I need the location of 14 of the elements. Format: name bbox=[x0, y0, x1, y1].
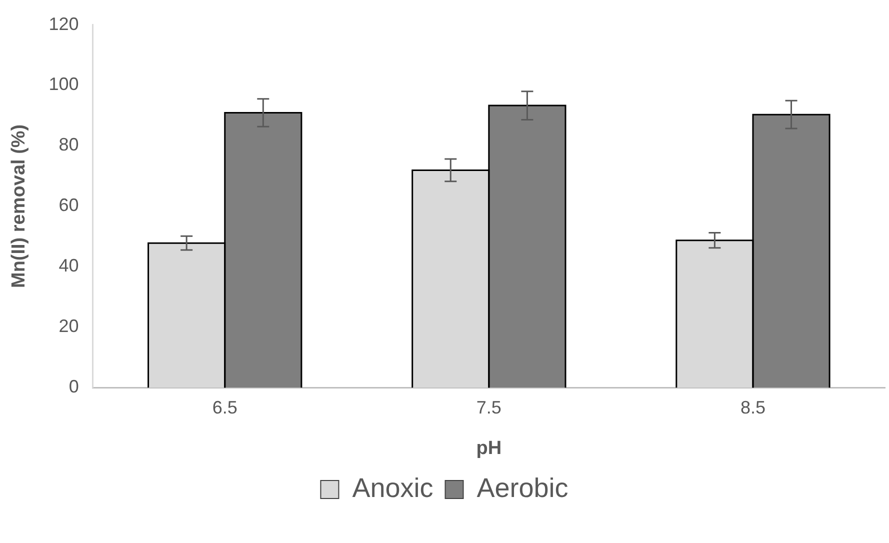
x-tick-label: 6.5 bbox=[212, 397, 238, 418]
y-tick-label: 40 bbox=[58, 256, 79, 276]
y-axis-title: Mn(II) removal (%) bbox=[8, 124, 30, 288]
x-axis-title: pH bbox=[476, 438, 502, 459]
y-tick-label: 120 bbox=[48, 14, 79, 34]
x-tick-label: 8.5 bbox=[740, 397, 766, 418]
x-tick-label: 7.5 bbox=[476, 397, 502, 418]
legend-label: Anoxic bbox=[352, 472, 434, 503]
y-tick-label: 0 bbox=[68, 376, 79, 397]
y-tick-label: 20 bbox=[58, 316, 79, 336]
y-tick-label: 80 bbox=[58, 134, 79, 155]
y-tick-label: 100 bbox=[48, 74, 79, 94]
y-tick-label: 60 bbox=[58, 195, 79, 216]
legend-label: Aerobic bbox=[476, 472, 568, 503]
